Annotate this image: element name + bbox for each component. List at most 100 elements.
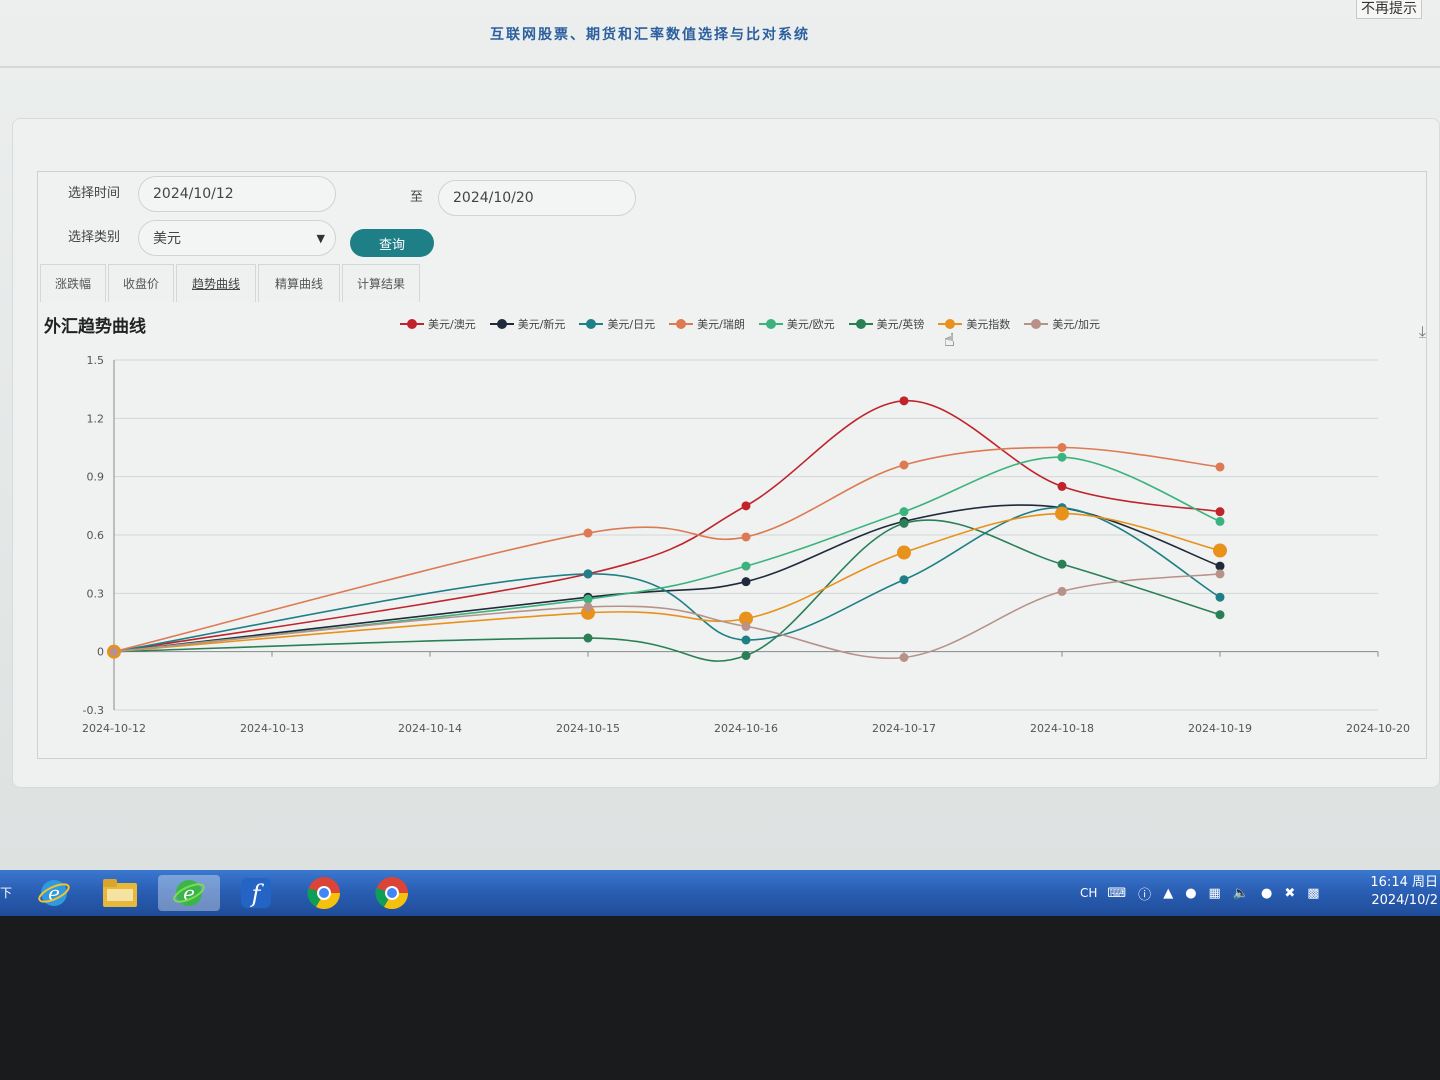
app-title: 互联网股票、期货和汇率数值选择与比对系统: [490, 27, 810, 43]
legend-item[interactable]: 美元/新元: [489, 316, 566, 332]
legend-label: 美元/瑞朗: [697, 318, 745, 331]
x-tick-label: 2024-10-18: [1030, 722, 1094, 735]
category-label: 选择类别: [68, 230, 121, 245]
tab-actuarial-curve[interactable]: 精算曲线: [258, 264, 340, 302]
main-panel: 选择时间 2024/10/12 至 2024/10/20 选择类别 美元 ▼ 查…: [12, 118, 1440, 788]
data-point: [741, 577, 751, 587]
legend-label: 美元/新元: [517, 318, 566, 331]
legend-item[interactable]: 美元指数: [938, 316, 1010, 332]
legend-item[interactable]: 美元/日元: [579, 316, 655, 332]
signal-icon[interactable]: ▩: [1307, 885, 1320, 901]
legend-item[interactable]: 美元/澳元: [400, 316, 476, 332]
dismiss-hint-button[interactable]: 不再提示: [1356, 0, 1422, 19]
y-tick-label: 0.3: [87, 587, 105, 600]
legend-item[interactable]: 美元/英镑: [848, 316, 924, 332]
data-point: [741, 532, 751, 542]
folder-icon[interactable]: [96, 875, 144, 911]
y-tick-label: 1.2: [87, 412, 105, 425]
data-point: [583, 602, 593, 612]
data-point: [1215, 516, 1225, 526]
update-icon[interactable]: ●: [1185, 885, 1197, 901]
chart-title: 外汇趋势曲线: [44, 317, 146, 337]
legend-item[interactable]: 美元/加元: [1024, 316, 1100, 332]
system-tray: CH ⌨ ⓘ ▲ ● ▦ 🔈 ● ✖ ▩: [1080, 870, 1440, 916]
clock[interactable]: 16:14 周日 2024/10/2: [1370, 874, 1438, 910]
device-icon[interactable]: ▦: [1208, 885, 1221, 901]
chart-legend: 美元/澳元 美元/新元 美元/日元 美元/瑞朗 美元/欧元 美元/英镑 美元指数 美元/加元: [400, 316, 1114, 332]
data-point: [899, 507, 909, 517]
desktop-screen: 不再提示 互联网股票、期货和汇率数值选择与比对系统 选择时间 2024/10/1…: [0, 0, 1440, 870]
tray-expand-icon[interactable]: ▲: [1163, 885, 1174, 901]
data-point: [1057, 481, 1067, 491]
data-point: [1215, 462, 1225, 472]
help-icon[interactable]: ⓘ: [1138, 887, 1152, 903]
legend-swatch: [400, 319, 424, 329]
start-fragment[interactable]: 下: [0, 886, 13, 900]
chrome-icon-2[interactable]: [368, 875, 416, 911]
header-divider: [0, 66, 1440, 68]
legend-swatch: [489, 319, 514, 329]
data-point: [741, 621, 751, 631]
series-line: [113, 512, 1221, 653]
data-point: [1057, 559, 1067, 569]
legend-label: 美元/加元: [1052, 318, 1101, 331]
volume-icon[interactable]: 🔈: [1232, 885, 1250, 901]
series-line: [113, 456, 1221, 653]
data-point: [1055, 506, 1069, 521]
query-button[interactable]: 查询: [350, 229, 434, 257]
y-tick-label: 1.5: [87, 354, 105, 367]
language-indicator[interactable]: CH: [1080, 886, 1098, 900]
svg-text:e: e: [183, 881, 195, 905]
security-icon[interactable]: ●: [1261, 885, 1273, 901]
tab-close-price[interactable]: 收盘价: [108, 264, 174, 302]
keyboard-icon[interactable]: ⌨: [1107, 885, 1127, 901]
chrome-icon[interactable]: [300, 875, 348, 911]
legend-item[interactable]: 美元/瑞朗: [669, 316, 745, 332]
data-point: [1213, 543, 1227, 558]
flash-icon[interactable]: f: [232, 875, 280, 911]
x-tick-label: 2024-10-20: [1346, 722, 1410, 735]
trend-chart: 1.5 1.2 0.9 0.6 0.3 0 -0.3 2024-10-12 2024-10-13…: [82, 354, 1410, 735]
x-tick-label: 2024-10-15: [556, 722, 620, 735]
legend-swatch: [1024, 319, 1049, 329]
tab-calc-result[interactable]: 计算结果: [342, 264, 420, 302]
data-point: [1215, 561, 1225, 571]
data-point: [583, 594, 593, 604]
data-point: [899, 653, 909, 662]
data-point: [899, 460, 909, 470]
tab-change-rate[interactable]: 涨跌幅: [40, 264, 106, 302]
download-icon[interactable]: ⤓: [1418, 322, 1426, 341]
data-point: [1057, 586, 1067, 596]
x-tick-label: 2024-10-12: [82, 722, 146, 735]
chevron-down-icon: ▼: [316, 232, 325, 245]
x-tick-label: 2024-10-17: [872, 722, 936, 735]
time-label: 选择时间: [68, 186, 121, 201]
legend-label: 美元/澳元: [428, 318, 476, 331]
data-point: [897, 545, 911, 560]
ie-icon[interactable]: e: [30, 875, 78, 911]
svg-text:e: e: [48, 881, 60, 905]
category-select[interactable]: 美元 ▼: [138, 220, 336, 256]
tab-trend-curve[interactable]: 趋势曲线: [176, 264, 256, 302]
data-point: [1215, 592, 1225, 602]
x-tick-label: 2024-10-14: [398, 722, 462, 735]
data-point: [1215, 507, 1225, 517]
data-point: [583, 569, 593, 579]
legend-swatch: [579, 319, 604, 329]
clock-date: 2024/10/2: [1371, 893, 1438, 908]
data-point: [899, 518, 909, 528]
legend-label: 美元指数: [966, 318, 1011, 331]
data-point: [1215, 569, 1225, 579]
network-error-icon[interactable]: ✖: [1284, 885, 1296, 901]
start-date-input[interactable]: 2024/10/12: [138, 176, 336, 212]
category-select-value: 美元: [153, 231, 181, 247]
legend-label: 美元/欧元: [786, 318, 835, 331]
chart-container: 选择时间 2024/10/12 至 2024/10/20 选择类别 美元 ▼ 查…: [37, 171, 1427, 759]
end-date-input[interactable]: 2024/10/20: [438, 180, 636, 216]
x-tick-label: 2024-10-16: [714, 722, 778, 735]
ie-active-icon[interactable]: e: [158, 875, 220, 911]
y-tick-label: 0.6: [87, 529, 105, 542]
hand-cursor-icon: ☝: [944, 330, 955, 351]
series-line: [113, 446, 1221, 653]
legend-item[interactable]: 美元/欧元: [758, 316, 835, 332]
